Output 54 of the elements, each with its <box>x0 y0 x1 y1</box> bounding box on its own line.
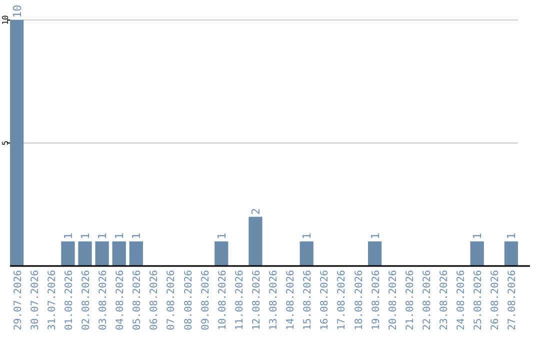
bar <box>10 20 24 266</box>
bar <box>129 241 143 266</box>
x-tick-label: 08.08.2026 <box>183 270 194 330</box>
x-tick-label: 04.08.2026 <box>115 270 126 330</box>
x-tick-label: 14.08.2026 <box>286 270 297 330</box>
x-tick-label: 22.08.2026 <box>422 270 433 330</box>
data-label: 1 <box>505 232 518 240</box>
data-label: 1 <box>471 232 484 240</box>
data-label: 1 <box>62 232 75 240</box>
x-tick-label: 31.07.2026 <box>46 270 58 330</box>
bar <box>214 241 228 266</box>
x-tick-label: 17.08.2026 <box>336 270 348 330</box>
x-tick-label: 20.08.2026 <box>388 270 399 330</box>
x-tick-label: 05.08.2026 <box>132 270 144 330</box>
x-tick-label: 18.08.2026 <box>354 270 365 330</box>
data-label: 10 <box>10 4 24 18</box>
x-tick-label: 07.08.2026 <box>166 270 178 330</box>
x-tick-label: 27.08.2026 <box>507 270 518 330</box>
data-label: 1 <box>130 232 144 240</box>
x-tick-label: 06.08.2026 <box>149 270 160 330</box>
x-tick-label: 10.08.2026 <box>217 270 228 330</box>
x-tick-label: 24.08.2026 <box>456 270 468 330</box>
data-label: 1 <box>79 232 92 240</box>
x-tick-label: 02.08.2026 <box>81 270 92 330</box>
x-tick-label: 26.08.2026 <box>490 270 502 330</box>
bar <box>78 241 92 266</box>
bar <box>470 241 484 266</box>
data-label: 1 <box>113 232 126 240</box>
x-tick-label: 16.08.2026 <box>320 270 331 330</box>
x-tick-label: 29.07.2026 <box>12 270 24 330</box>
x-tick-label: 12.08.2026 <box>251 270 262 330</box>
x-tick-label: 13.08.2026 <box>268 270 280 330</box>
data-label: 1 <box>368 232 382 240</box>
x-tick-label: 01.08.2026 <box>64 270 75 330</box>
bar <box>368 241 382 266</box>
bar <box>61 241 75 266</box>
bar <box>300 241 314 266</box>
x-tick-label: 09.08.2026 <box>200 270 212 330</box>
x-tick-label: 30.07.2026 <box>30 270 41 330</box>
x-tick-label: 25.08.2026 <box>473 270 484 330</box>
x-tick-label: 21.08.2026 <box>404 270 416 330</box>
x-tick-label: 11.08.2026 <box>234 270 246 330</box>
x-tick-label: 03.08.2026 <box>98 270 110 330</box>
bar <box>248 216 262 266</box>
bar <box>112 241 126 266</box>
bar <box>95 241 109 266</box>
data-label: 1 <box>96 232 110 240</box>
x-tick-label: 19.08.2026 <box>370 270 382 330</box>
bar <box>504 241 518 266</box>
x-tick-label: 15.08.2026 <box>302 270 314 330</box>
data-label: 1 <box>215 232 228 240</box>
data-label: 1 <box>300 232 314 240</box>
data-label: 2 <box>249 208 262 215</box>
x-tick-label: 23.08.2026 <box>438 270 450 330</box>
